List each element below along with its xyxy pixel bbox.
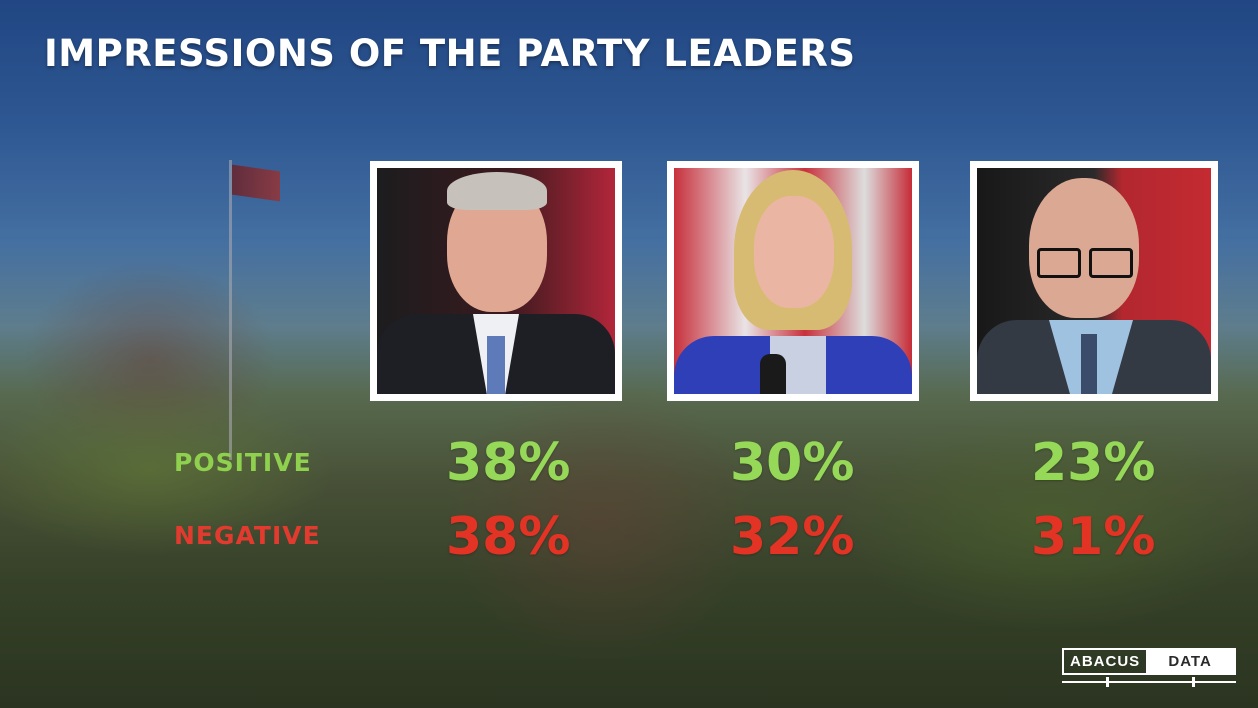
leader-photo-2 [667,161,919,401]
logo-text-data: DATA [1146,650,1234,673]
positive-value-2: 30% [730,433,855,493]
flag-pole [229,160,232,460]
leader-photo-3 [970,161,1218,401]
logo-tick [1192,677,1195,687]
negative-value-2: 32% [730,507,855,567]
negative-value-1: 38% [446,507,571,567]
positive-value-1: 38% [446,433,571,493]
negative-value-3: 31% [1031,507,1156,567]
page-title: IMPRESSIONS OF THE PARTY LEADERS [44,32,856,75]
negative-label: NEGATIVE [174,521,321,550]
abacus-data-logo: ABACUS DATA [1062,648,1236,688]
logo-text-abacus: ABACUS [1070,653,1141,670]
positive-value-3: 23% [1031,433,1156,493]
logo-tick [1106,677,1109,687]
logo-underline [1062,681,1236,683]
leader-photo-1 [370,161,622,401]
positive-label: POSITIVE [174,448,312,477]
